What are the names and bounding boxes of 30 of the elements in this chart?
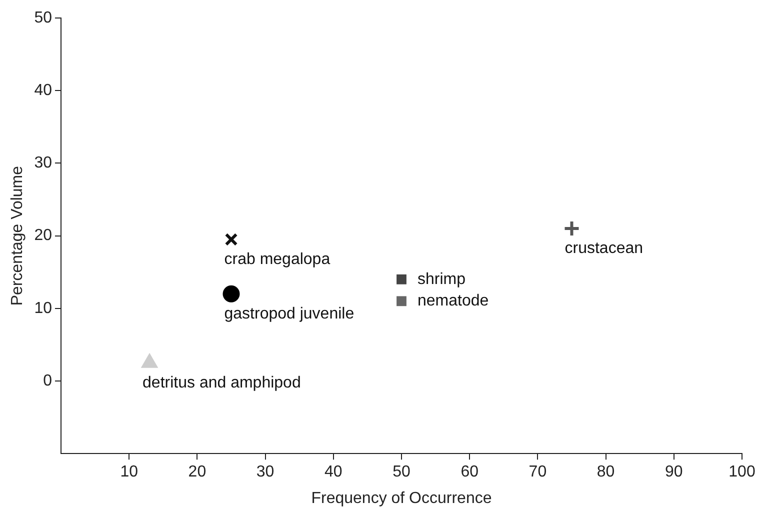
x-axis-title: Frequency of Occurrence: [311, 490, 492, 507]
x-tick-label: 30: [256, 464, 274, 481]
x-tick-label: 90: [665, 464, 683, 481]
series-label: crustacean: [564, 240, 644, 257]
y-tick-label: 30: [34, 154, 52, 172]
x-tick-label: 50: [392, 464, 410, 481]
series-label: detritus and amphipod: [142, 374, 301, 392]
series-label: crab megalopa: [224, 250, 330, 268]
point: [142, 354, 158, 368]
x-tick-label: 80: [596, 464, 615, 481]
point: [396, 274, 406, 284]
x-tick-label: 100: [728, 464, 756, 481]
series-label: shrimp: [418, 270, 466, 288]
x-tick-label: 20: [188, 464, 206, 481]
x-tick-label: 60: [460, 464, 479, 481]
x-tick-label: 10: [120, 464, 138, 481]
y-tick-label: 40: [34, 82, 52, 100]
y-tick-label: 50: [34, 9, 52, 26]
point: [563, 220, 580, 238]
x-tick-label: 40: [324, 464, 342, 481]
series-label: nematode: [418, 292, 489, 310]
y-tick-label: 20: [34, 227, 52, 244]
y-tick-label: 0: [43, 372, 52, 390]
point: [396, 296, 406, 306]
point: [224, 232, 238, 246]
x-tick-label: 70: [528, 464, 547, 481]
y-axis-title: Percentage Volume: [9, 166, 26, 306]
point: [222, 285, 240, 302]
y-tick-label: 10: [34, 300, 52, 317]
series-label: gastropod juvenile: [224, 305, 354, 322]
